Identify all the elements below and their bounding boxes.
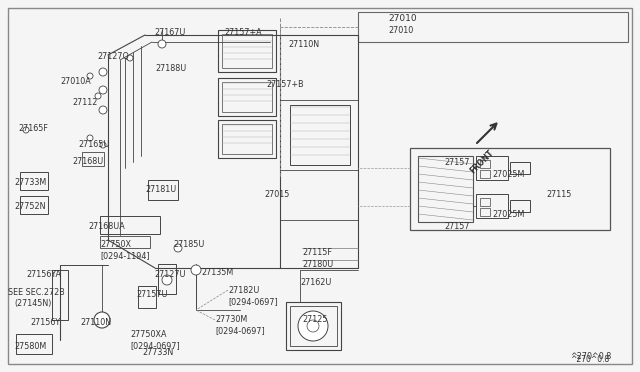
- Text: (27145N): (27145N): [14, 299, 51, 308]
- Text: SEE SEC.272B: SEE SEC.272B: [8, 288, 65, 297]
- Text: 27110N: 27110N: [80, 318, 111, 327]
- Bar: [222, 82, 272, 112]
- Text: 27127Q: 27127Q: [97, 52, 129, 61]
- Bar: [222, 34, 272, 68]
- Text: 27010: 27010: [388, 14, 417, 23]
- Text: 27115F: 27115F: [302, 248, 332, 257]
- Bar: [100, 236, 150, 248]
- Circle shape: [298, 311, 328, 341]
- Text: 27157+B: 27157+B: [266, 80, 303, 89]
- Circle shape: [191, 265, 201, 275]
- Circle shape: [87, 73, 93, 79]
- Text: 27167U: 27167U: [154, 28, 186, 37]
- Circle shape: [23, 127, 29, 133]
- Bar: [290, 105, 350, 165]
- Text: ^270^0.8: ^270^0.8: [570, 352, 611, 361]
- Text: ^270^0.8: ^270^0.8: [570, 355, 609, 364]
- Circle shape: [307, 320, 319, 332]
- Text: 27015: 27015: [264, 190, 289, 199]
- Text: 27168UA: 27168UA: [88, 222, 125, 231]
- Text: 27010A: 27010A: [60, 77, 91, 86]
- Text: 27580M: 27580M: [14, 342, 46, 351]
- Text: 27135M: 27135M: [201, 268, 233, 277]
- Text: 27181U: 27181U: [145, 185, 176, 194]
- Bar: [16, 334, 52, 354]
- Text: [0294-0697]: [0294-0697]: [130, 341, 180, 350]
- Text: 27165F: 27165F: [18, 124, 48, 133]
- Text: 27115: 27115: [546, 190, 572, 199]
- Bar: [82, 152, 104, 166]
- Text: 27752N: 27752N: [14, 202, 45, 211]
- Text: 27110N: 27110N: [288, 40, 319, 49]
- Bar: [148, 180, 178, 200]
- Bar: [476, 194, 508, 218]
- Bar: [418, 156, 473, 222]
- Text: 27112: 27112: [72, 98, 97, 107]
- Bar: [20, 196, 48, 214]
- Bar: [100, 216, 160, 234]
- Circle shape: [174, 244, 182, 252]
- Circle shape: [127, 55, 133, 61]
- Text: [0294-1194]: [0294-1194]: [100, 251, 150, 260]
- Text: 27733M: 27733M: [14, 178, 46, 187]
- Circle shape: [158, 40, 166, 48]
- Text: 27162U: 27162U: [300, 278, 332, 287]
- Text: 27157: 27157: [444, 222, 470, 231]
- Text: 27165U: 27165U: [78, 140, 109, 149]
- Text: 27127U: 27127U: [154, 270, 186, 279]
- Bar: [20, 172, 48, 190]
- Text: 27157U: 27157U: [136, 290, 168, 299]
- Text: 27185U: 27185U: [173, 240, 204, 249]
- Bar: [290, 306, 337, 346]
- Bar: [480, 160, 490, 168]
- Text: 27156YA: 27156YA: [26, 270, 61, 279]
- Text: 27125: 27125: [302, 315, 328, 324]
- Bar: [218, 30, 276, 72]
- Bar: [286, 302, 341, 350]
- Circle shape: [87, 135, 93, 141]
- Text: 27157: 27157: [444, 158, 470, 167]
- Bar: [480, 208, 490, 216]
- Bar: [52, 270, 68, 320]
- Bar: [480, 198, 490, 206]
- Circle shape: [162, 275, 172, 285]
- Text: 27188U: 27188U: [155, 64, 186, 73]
- Circle shape: [99, 68, 107, 76]
- Bar: [480, 170, 490, 178]
- Circle shape: [94, 312, 110, 328]
- Text: 27750XA: 27750XA: [130, 330, 166, 339]
- Bar: [222, 124, 272, 154]
- Bar: [410, 148, 610, 230]
- Text: 27025M: 27025M: [492, 210, 524, 219]
- Text: 27156Y: 27156Y: [30, 318, 60, 327]
- Text: 27180U: 27180U: [302, 260, 333, 269]
- Text: 27168U: 27168U: [72, 157, 103, 166]
- Bar: [510, 162, 530, 174]
- Bar: [138, 286, 156, 308]
- Text: [0294-0697]: [0294-0697]: [215, 326, 265, 335]
- Circle shape: [100, 142, 106, 148]
- Bar: [358, 12, 628, 42]
- Bar: [476, 156, 508, 180]
- Bar: [218, 78, 276, 116]
- Text: 27010: 27010: [388, 26, 413, 35]
- Circle shape: [95, 93, 101, 99]
- Text: 27750X: 27750X: [100, 240, 131, 249]
- Text: 27182U: 27182U: [228, 286, 259, 295]
- Text: 27025M: 27025M: [492, 170, 524, 179]
- Circle shape: [99, 86, 107, 94]
- Bar: [158, 264, 176, 294]
- Bar: [510, 200, 530, 212]
- Text: 27157+A: 27157+A: [224, 28, 262, 37]
- Text: [0294-0697]: [0294-0697]: [228, 297, 278, 306]
- Text: 27730M: 27730M: [215, 315, 247, 324]
- Text: 27733N: 27733N: [142, 348, 173, 357]
- Bar: [218, 120, 276, 158]
- Text: FRONT: FRONT: [468, 148, 495, 175]
- Circle shape: [99, 106, 107, 114]
